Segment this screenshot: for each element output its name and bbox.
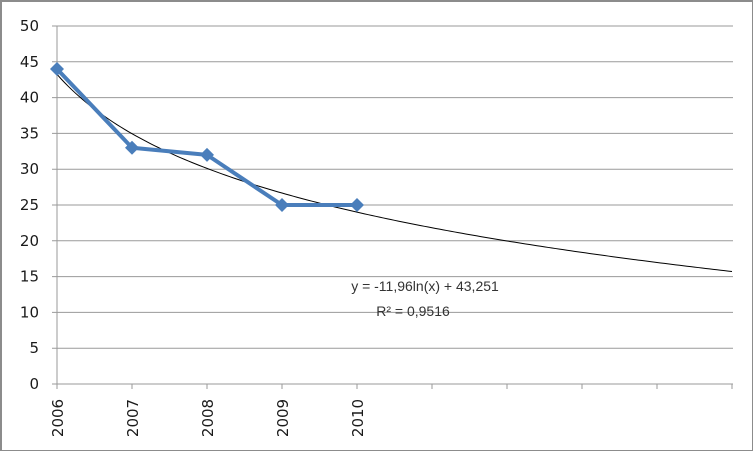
data-point-diamond bbox=[125, 140, 139, 155]
data-point-diamond bbox=[200, 147, 214, 162]
x-tick-label: 2009 bbox=[274, 399, 292, 437]
y-tick-label: 10 bbox=[20, 303, 39, 321]
y-tick-label: 50 bbox=[20, 17, 39, 35]
x-tick-label: 2007 bbox=[124, 399, 142, 437]
trendline-equation: y = -11,96ln(x) + 43,251 bbox=[351, 278, 499, 294]
y-tick-label: 35 bbox=[20, 124, 39, 142]
y-axis-ticks: 0 5 10 15 20 25 30 35 40 45 50 bbox=[20, 17, 39, 393]
gridlines bbox=[52, 25, 733, 385]
data-point-diamond bbox=[350, 198, 364, 212]
x-axis: 2006 2007 2008 2009 2010 bbox=[49, 26, 733, 437]
y-tick-label: 5 bbox=[29, 339, 39, 357]
x-tick-label: 2010 bbox=[349, 399, 367, 437]
y-tick-label: 25 bbox=[20, 196, 39, 214]
x-tick-label: 2008 bbox=[199, 399, 217, 437]
y-tick-label: 0 bbox=[29, 375, 39, 393]
data-point-diamond bbox=[50, 61, 64, 76]
y-tick-label: 15 bbox=[20, 268, 39, 286]
y-tick-label: 30 bbox=[20, 160, 39, 178]
x-tick-label: 2006 bbox=[49, 399, 67, 437]
series-line bbox=[50, 61, 364, 212]
y-tick-label: 45 bbox=[20, 53, 39, 71]
y-tick-label: 40 bbox=[20, 89, 39, 107]
trendline bbox=[56, 73, 733, 272]
data-point-diamond bbox=[275, 198, 289, 212]
trendline-r-squared: R² = 0,9516 bbox=[376, 303, 450, 319]
series-path bbox=[55, 67, 357, 207]
y-tick-label: 20 bbox=[20, 232, 39, 250]
